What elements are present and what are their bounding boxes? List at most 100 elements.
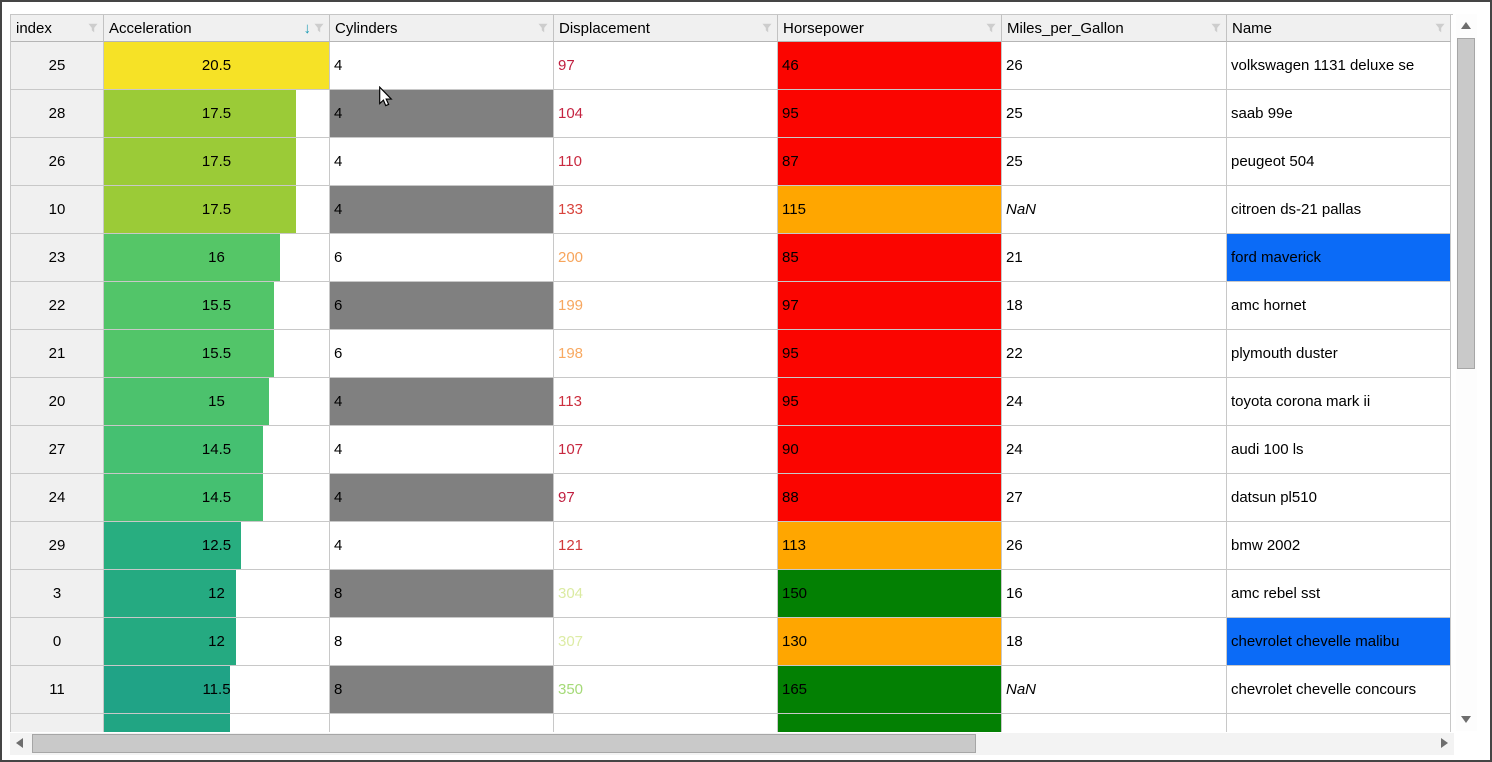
filter-icon[interactable] (88, 20, 98, 37)
cell-miles-per-gallon[interactable]: NaN (1002, 666, 1227, 714)
cell-name[interactable] (1227, 714, 1451, 732)
horizontal-scrollbar[interactable] (10, 733, 1454, 755)
cell-horsepower[interactable]: 130 (778, 618, 1002, 666)
cell-displacement[interactable]: 121 (554, 522, 778, 570)
cell-displacement[interactable] (554, 714, 778, 732)
scroll-left-arrow-icon[interactable] (16, 738, 23, 748)
cell-cylinders[interactable]: 4 (330, 378, 554, 426)
cell-cylinders[interactable]: 4 (330, 42, 554, 90)
cell-cylinders[interactable]: 6 (330, 330, 554, 378)
cell-horsepower[interactable] (778, 714, 1002, 732)
cell-name[interactable]: toyota corona mark ii (1227, 378, 1451, 426)
cell-displacement[interactable]: 133 (554, 186, 778, 234)
cell-miles-per-gallon[interactable]: 16 (1002, 570, 1227, 618)
cell-horsepower[interactable]: 95 (778, 378, 1002, 426)
cell-horsepower[interactable]: 95 (778, 90, 1002, 138)
cell-miles-per-gallon[interactable]: 21 (1002, 234, 1227, 282)
cell-displacement[interactable]: 304 (554, 570, 778, 618)
cell-index[interactable]: 22 (11, 282, 104, 330)
filter-icon[interactable] (986, 20, 996, 37)
cell-index[interactable]: 10 (11, 186, 104, 234)
cell-index[interactable]: 28 (11, 90, 104, 138)
column-header-name[interactable]: Name (1227, 15, 1451, 42)
cell-acceleration-bar[interactable]: 14.5 (104, 474, 330, 522)
cell-index[interactable]: 21 (11, 330, 104, 378)
cell-name[interactable]: chevrolet chevelle concours (1227, 666, 1451, 714)
scroll-down-arrow-icon[interactable] (1461, 716, 1471, 723)
column-header-cylinders[interactable]: Cylinders (330, 15, 554, 42)
column-header-miles-per-gallon[interactable]: Miles_per_Gallon (1002, 15, 1227, 42)
cell-miles-per-gallon[interactable]: 24 (1002, 426, 1227, 474)
cell-miles-per-gallon[interactable]: 18 (1002, 282, 1227, 330)
cell-cylinders[interactable]: 4 (330, 522, 554, 570)
cell-cylinders[interactable]: 4 (330, 90, 554, 138)
filter-icon[interactable] (1435, 20, 1445, 37)
cell-cylinders[interactable]: 4 (330, 426, 554, 474)
cell-name[interactable]: bmw 2002 (1227, 522, 1451, 570)
cell-displacement[interactable]: 350 (554, 666, 778, 714)
cell-acceleration-bar[interactable]: 16 (104, 234, 330, 282)
scroll-right-arrow-icon[interactable] (1441, 738, 1448, 748)
cell-miles-per-gallon[interactable] (1002, 714, 1227, 732)
cell-name[interactable]: peugeot 504 (1227, 138, 1451, 186)
cell-miles-per-gallon[interactable]: 27 (1002, 474, 1227, 522)
cell-acceleration-bar[interactable]: 14.5 (104, 426, 330, 474)
cell-cylinders[interactable]: 4 (330, 186, 554, 234)
cell-cylinders[interactable]: 6 (330, 234, 554, 282)
cell-name[interactable]: volkswagen 1131 deluxe se (1227, 42, 1451, 90)
column-header-horsepower[interactable]: Horsepower (778, 15, 1002, 42)
cell-acceleration-bar[interactable]: 17.5 (104, 186, 330, 234)
cell-acceleration-bar[interactable]: 11.5 (104, 666, 330, 714)
cell-name[interactable]: citroen ds-21 pallas (1227, 186, 1451, 234)
cell-acceleration-bar[interactable]: 15 (104, 378, 330, 426)
cell-acceleration-bar[interactable]: 17.5 (104, 138, 330, 186)
cell-name[interactable]: ford maverick (1227, 234, 1451, 282)
cell-displacement[interactable]: 104 (554, 90, 778, 138)
cell-displacement[interactable]: 113 (554, 378, 778, 426)
cell-displacement[interactable]: 97 (554, 474, 778, 522)
cell-acceleration-bar[interactable]: 20.5 (104, 42, 330, 90)
cell-horsepower[interactable]: 90 (778, 426, 1002, 474)
cell-index[interactable]: 20 (11, 378, 104, 426)
cell-acceleration-bar[interactable]: 12 (104, 618, 330, 666)
cell-horsepower[interactable]: 150 (778, 570, 1002, 618)
cell-name[interactable]: plymouth duster (1227, 330, 1451, 378)
vertical-scrollbar-thumb[interactable] (1457, 38, 1475, 369)
cell-horsepower[interactable]: 113 (778, 522, 1002, 570)
cell-acceleration-bar[interactable]: 15.5 (104, 330, 330, 378)
cell-index[interactable] (11, 714, 104, 732)
cell-displacement[interactable]: 97 (554, 42, 778, 90)
cell-name[interactable]: saab 99e (1227, 90, 1451, 138)
horizontal-scrollbar-thumb[interactable] (32, 734, 976, 753)
cell-cylinders[interactable]: 4 (330, 138, 554, 186)
cell-miles-per-gallon[interactable]: NaN (1002, 186, 1227, 234)
filter-icon[interactable] (1211, 20, 1221, 37)
cell-displacement[interactable]: 200 (554, 234, 778, 282)
cell-index[interactable]: 27 (11, 426, 104, 474)
cell-name[interactable]: audi 100 ls (1227, 426, 1451, 474)
cell-horsepower[interactable]: 115 (778, 186, 1002, 234)
cell-index[interactable]: 25 (11, 42, 104, 90)
cell-name[interactable]: amc hornet (1227, 282, 1451, 330)
filter-icon[interactable] (762, 20, 772, 37)
filter-icon[interactable] (538, 20, 548, 37)
cell-horsepower[interactable]: 88 (778, 474, 1002, 522)
cell-miles-per-gallon[interactable]: 25 (1002, 90, 1227, 138)
cell-miles-per-gallon[interactable]: 26 (1002, 522, 1227, 570)
cell-miles-per-gallon[interactable]: 26 (1002, 42, 1227, 90)
cell-cylinders[interactable]: 4 (330, 474, 554, 522)
cell-displacement[interactable]: 307 (554, 618, 778, 666)
cell-name[interactable]: amc rebel sst (1227, 570, 1451, 618)
cell-horsepower[interactable]: 95 (778, 330, 1002, 378)
cell-horsepower[interactable]: 165 (778, 666, 1002, 714)
cell-index[interactable]: 11 (11, 666, 104, 714)
cell-displacement[interactable]: 107 (554, 426, 778, 474)
cell-horsepower[interactable]: 97 (778, 282, 1002, 330)
cell-acceleration-bar[interactable]: 12.5 (104, 522, 330, 570)
cell-cylinders[interactable]: 8 (330, 666, 554, 714)
cell-cylinders[interactable] (330, 714, 554, 732)
cell-acceleration-bar[interactable]: 17.5 (104, 90, 330, 138)
cell-displacement[interactable]: 198 (554, 330, 778, 378)
cell-index[interactable]: 23 (11, 234, 104, 282)
cell-horsepower[interactable]: 87 (778, 138, 1002, 186)
